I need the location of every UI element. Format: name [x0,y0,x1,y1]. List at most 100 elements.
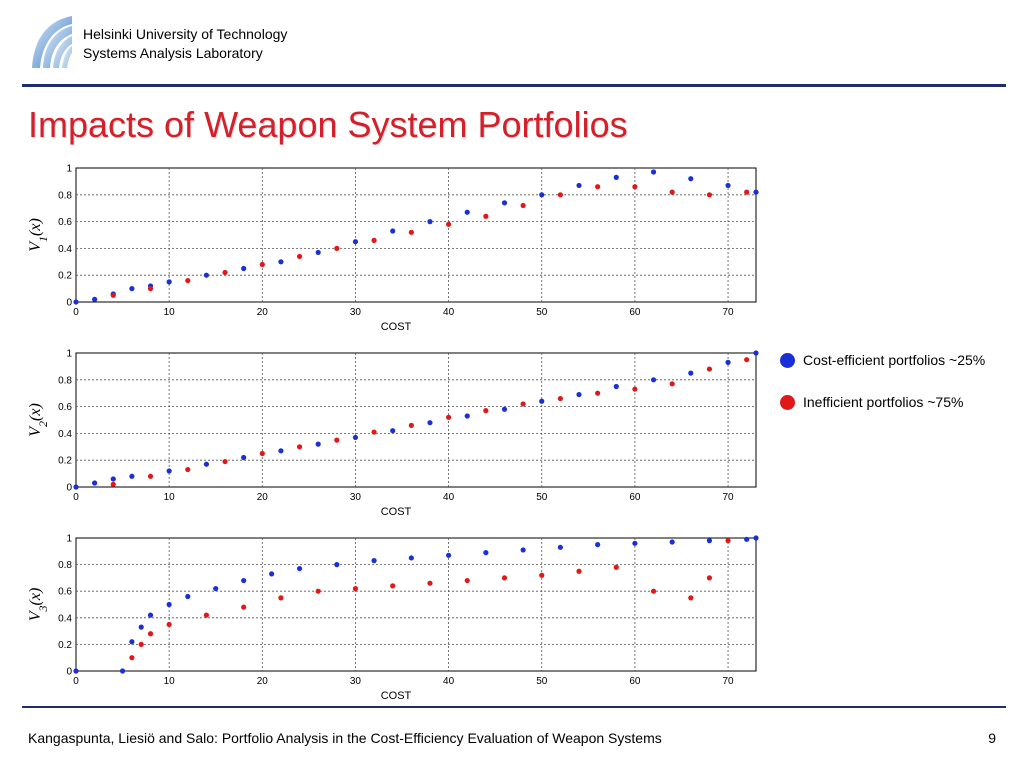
data-point-inefficient [296,253,303,260]
data-point-inefficient [259,450,265,457]
data-point-efficient [278,259,284,265]
data-point-inefficient [706,192,713,198]
data-point-inefficient [185,277,191,284]
data-point-efficient [203,272,210,278]
x-tick-label: 30 [350,676,362,687]
data-point-efficient [241,577,247,584]
university-logo-icon [32,16,72,68]
data-point-efficient [427,420,433,426]
data-point-efficient [119,668,126,674]
data-point-efficient [129,473,135,479]
data-point-efficient [129,286,135,292]
data-point-efficient [520,547,526,553]
data-point-inefficient [501,575,508,581]
data-point-efficient [650,377,657,383]
data-point-efficient [241,265,247,272]
y-tick-label: 0.6 [58,402,72,413]
y-axis-label: V2(x) [27,403,50,437]
plot-area-3 [75,537,757,672]
x-tick-label: 70 [722,492,734,503]
legend-label-efficient: Cost-efficient portfolios ~25% [803,352,986,368]
data-point-efficient [390,228,396,234]
x-tick-label: 30 [350,492,362,503]
data-point-inefficient [595,390,601,396]
page-number: 9 [988,730,996,746]
data-point-inefficient [669,189,675,195]
y-tick-label: 1 [66,534,72,545]
data-point-efficient [725,182,731,189]
data-point-efficient [73,668,79,674]
data-point-efficient [166,468,172,474]
data-point-efficient [213,585,219,592]
data-point-efficient [557,544,563,550]
y-tick-label: 0.4 [58,244,72,255]
data-point-inefficient [706,366,713,372]
data-point-efficient [669,539,675,545]
data-point-efficient [92,480,98,486]
plot-area-2 [75,352,757,488]
data-point-efficient [203,461,210,467]
data-point-inefficient [576,568,582,574]
y-tick-label: 0 [66,667,72,678]
x-tick-label: 20 [257,676,269,687]
data-point-inefficient [222,269,228,276]
data-point-inefficient [464,577,470,584]
data-point-efficient [744,536,750,542]
x-tick-label: 20 [257,492,269,503]
data-point-efficient [138,624,144,630]
y-tick-label: 0 [66,483,72,494]
data-point-efficient [166,601,172,608]
data-point-inefficient [539,572,545,578]
data-point-efficient [753,535,759,541]
data-point-efficient [185,593,191,600]
data-point-inefficient [110,292,116,298]
data-point-efficient [595,542,601,548]
y-tick-label: 0.6 [58,217,72,228]
data-point-efficient [576,182,582,189]
data-point-inefficient [483,408,489,414]
data-point-efficient [73,484,79,490]
y-tick-label: 1 [66,164,72,175]
data-point-efficient [576,391,582,398]
data-point-efficient [315,441,321,447]
slide-header: Helsinki University of Technology System… [0,0,1024,86]
data-point-efficient [688,176,694,182]
data-point-efficient [408,555,414,561]
x-tick-label: 30 [350,307,362,318]
data-point-efficient [706,538,713,544]
institution-line-1: Helsinki University of Technology [83,26,288,42]
data-point-inefficient [650,588,657,594]
data-point-inefficient [725,538,731,544]
data-point-inefficient [446,414,452,420]
inefficient-marker-icon [780,395,795,410]
data-point-inefficient [371,237,377,243]
data-point-efficient [278,448,284,454]
data-point-inefficient [632,386,638,392]
data-point-inefficient [390,583,396,589]
legend-label-inefficient: Inefficient portfolios ~75% [803,394,964,410]
data-point-efficient [147,612,154,618]
data-point-efficient [390,428,396,434]
data-point-efficient [539,192,545,198]
y-tick-label: 0.8 [58,375,72,386]
efficient-marker-icon [780,353,795,368]
data-point-efficient [334,562,340,568]
x-tick-label: 20 [257,307,269,318]
data-point-efficient [296,565,303,572]
data-point-efficient [427,219,433,225]
data-point-inefficient [669,381,675,387]
data-point-inefficient [744,357,750,363]
plot-area-1 [75,167,757,303]
data-point-inefficient [278,595,284,601]
footer-citation: Kangaspunta, Liesiö and Salo: Portfolio … [28,730,662,746]
x-tick-label: 60 [629,307,641,318]
data-point-inefficient [427,580,433,586]
data-point-inefficient [557,395,563,402]
x-tick-label: 60 [629,492,641,503]
data-point-efficient [269,571,275,577]
slide-title: Impacts of Weapon System Portfolios [28,104,628,145]
data-point-inefficient [688,595,694,601]
data-point-efficient [352,239,359,245]
data-point-efficient [613,174,619,180]
data-point-efficient [110,476,116,482]
